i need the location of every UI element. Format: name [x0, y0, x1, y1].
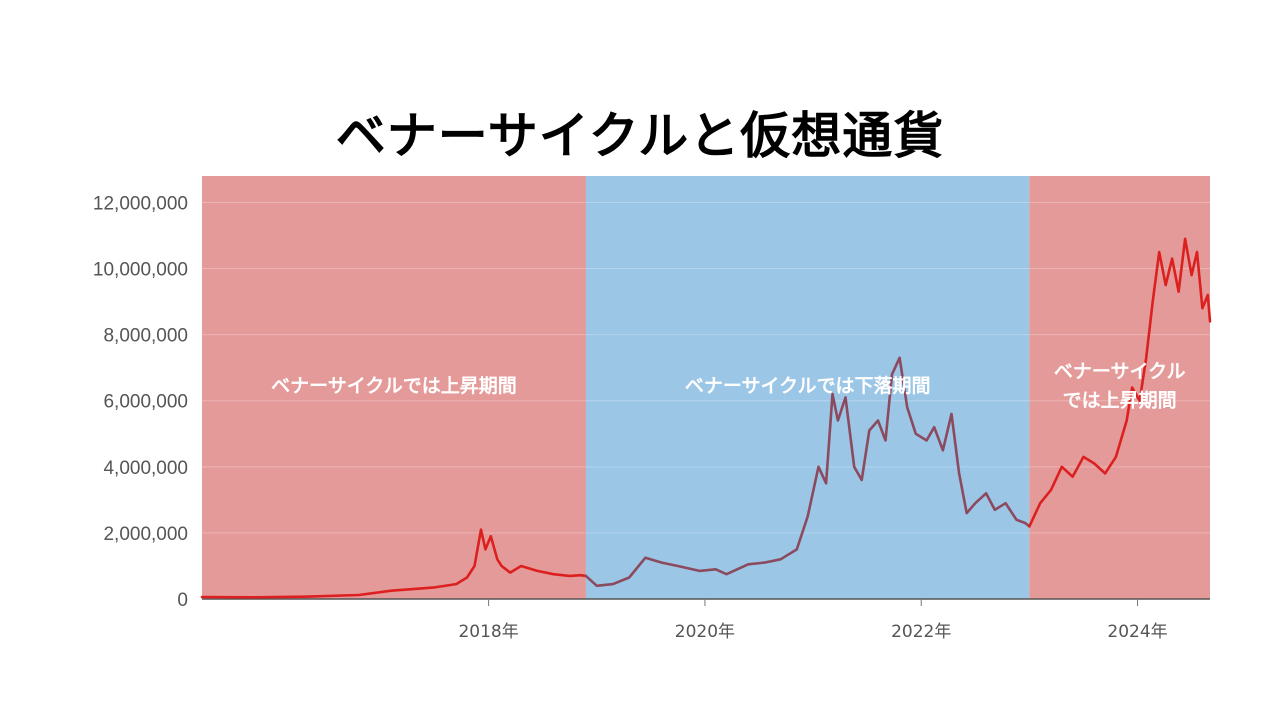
grid-lines: [202, 201, 1210, 600]
x-tick-label: 2024年: [1107, 622, 1167, 642]
band-label: ベナーサイクル: [1054, 361, 1186, 383]
band-label: ベナーサイクルでは下落期間: [685, 374, 931, 397]
y-tick-label: 0: [177, 590, 188, 611]
band-up-2: [1029, 176, 1210, 599]
price-line-segment-0: [200, 528, 588, 599]
period-bands: [202, 176, 1210, 599]
price-line-segment-2: [1028, 237, 1212, 528]
band-label: ベナーサイクルでは上昇期間: [271, 375, 517, 397]
y-tick-label: 4,000,000: [103, 458, 188, 479]
y-tick-label: 8,000,000: [103, 326, 188, 347]
x-tick-label: 2020年: [675, 622, 735, 642]
y-tick-label: 6,000,000: [103, 392, 188, 413]
y-tick-label: 10,000,000: [93, 260, 188, 281]
chart-title: ベナーサイクルと仮想通貨: [335, 107, 945, 165]
y-tick-label: 12,000,000: [93, 193, 188, 214]
band-label: では上昇期間: [1063, 390, 1177, 412]
period-band-labels: ベナーサイクルでは上昇期間 ベナーサイクルでは下落期間 ベナーサイクルでは上昇期間: [271, 361, 1185, 412]
band-up-0: [202, 176, 586, 599]
price-line-segment-1: [584, 356, 1031, 588]
x-axis-ticks: 2018年 2020年 2022年 2024年: [458, 599, 1168, 642]
band-down-1: [585, 176, 1030, 599]
x-tick-label: 2018年: [458, 622, 518, 642]
y-axis-ticks: 0 2,000,000 4,000,000 6,000,000 8,000,000 10,…: [93, 193, 188, 611]
y-tick-label: 2,000,000: [103, 524, 188, 545]
price-series: [200, 237, 1212, 599]
x-tick-label: 2022年: [891, 622, 951, 642]
